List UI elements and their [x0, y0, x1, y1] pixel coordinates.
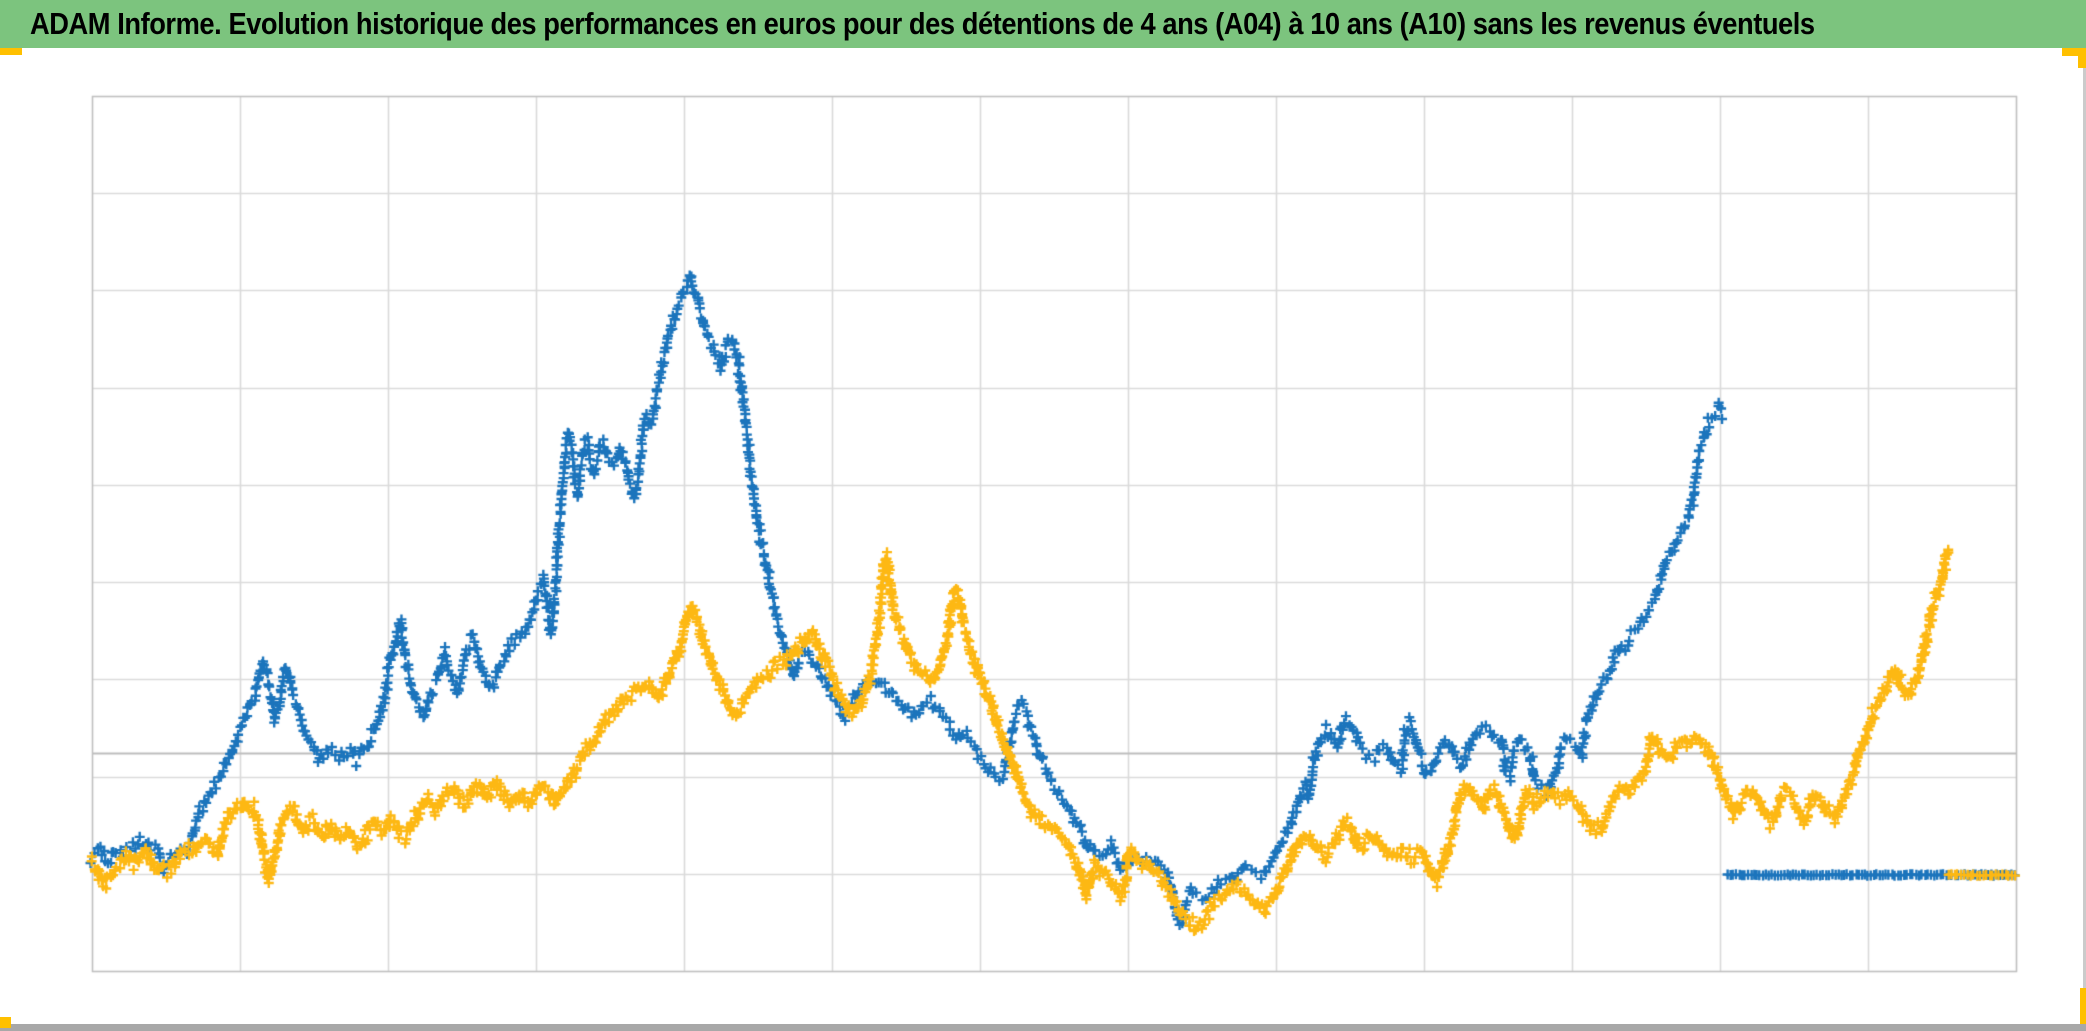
page-title: ADAM Informe. Evolution historique des p…: [30, 6, 1815, 41]
yellow-corner-bracket-top-right: [2062, 48, 2086, 56]
yellow-accent-right-strip: [2080, 988, 2086, 1024]
chart-title-bar: ADAM Informe. Evolution historique des p…: [0, 0, 2086, 48]
yellow-accent-bottom-left: [0, 1017, 11, 1028]
window-right-edge: [2083, 68, 2086, 988]
yellow-accent-top-left: [0, 48, 22, 55]
yellow-corner-bracket-top-right-stem: [2078, 48, 2086, 68]
bottom-edge-bar: [0, 1024, 2086, 1031]
